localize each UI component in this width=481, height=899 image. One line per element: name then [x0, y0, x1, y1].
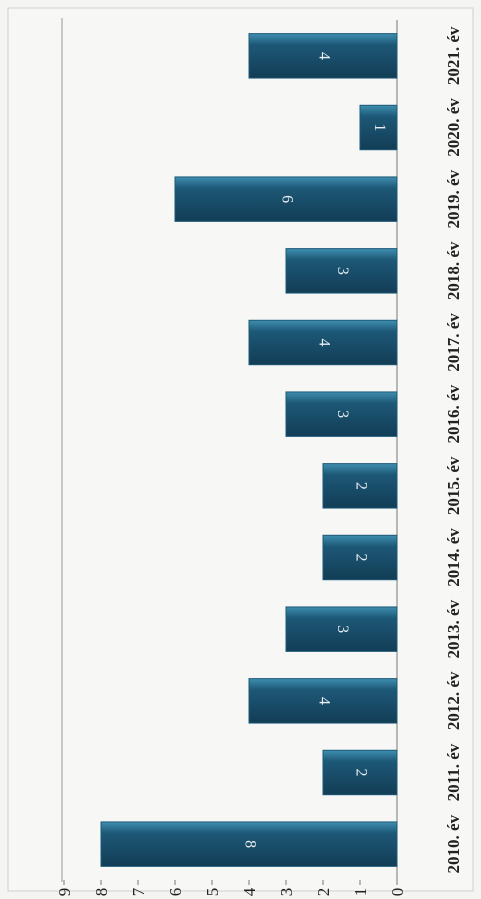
- x-tick-label: 2010. év: [444, 814, 463, 873]
- data-label: 1: [371, 124, 388, 132]
- x-tick-label: 2016. év: [444, 384, 463, 443]
- bar: [174, 176, 398, 222]
- y-tick-label: 3: [277, 888, 296, 897]
- y-tick-label: 1: [351, 888, 370, 897]
- x-tick-label: 2015. év: [444, 456, 463, 515]
- y-tick-label: 8: [92, 888, 111, 897]
- bar: [322, 749, 398, 796]
- data-label: 4: [315, 697, 332, 705]
- x-tick-label: 2011. év: [444, 743, 463, 801]
- data-label: 6: [278, 195, 295, 203]
- y-tick-label: 2: [314, 888, 333, 897]
- x-tick-label: 2013. év: [444, 599, 463, 658]
- chart-frame: [7, 7, 474, 892]
- y-tick-label: 0: [388, 888, 407, 897]
- data-label: 3: [334, 625, 351, 633]
- data-label: 3: [334, 410, 351, 418]
- y-tick-label: 7: [129, 887, 148, 896]
- x-tick-label: 2018. év: [444, 241, 463, 300]
- data-label: 3: [334, 267, 351, 275]
- bar: [359, 104, 398, 151]
- x-tick-label: 2017. év: [444, 313, 463, 372]
- x-tick-label: 2012. év: [444, 671, 463, 730]
- bar: [285, 391, 398, 437]
- x-tick-label: 2014. év: [444, 528, 463, 587]
- data-label: 4: [315, 339, 332, 347]
- bar: [248, 678, 398, 724]
- bar: [322, 534, 398, 581]
- y-tick-label: 5: [203, 888, 222, 897]
- data-label: 8: [241, 840, 258, 848]
- x-tick-label: 2019. év: [444, 169, 463, 228]
- bar: [322, 463, 398, 509]
- data-label: 2: [352, 554, 369, 562]
- data-label: 2: [352, 482, 369, 490]
- data-label: 4: [315, 52, 332, 60]
- y-tick-label: 4: [240, 887, 259, 896]
- x-tick-label: 2021. év: [444, 26, 463, 85]
- bar: [248, 33, 398, 79]
- bar: [285, 606, 398, 652]
- bar: [285, 248, 398, 294]
- y-tick-label: 9: [55, 888, 74, 897]
- bar: [248, 319, 398, 366]
- data-label: 2: [352, 769, 369, 777]
- x-tick-label: 2020. év: [444, 98, 463, 157]
- bar: [100, 821, 398, 867]
- y-tick-label: 6: [166, 888, 185, 897]
